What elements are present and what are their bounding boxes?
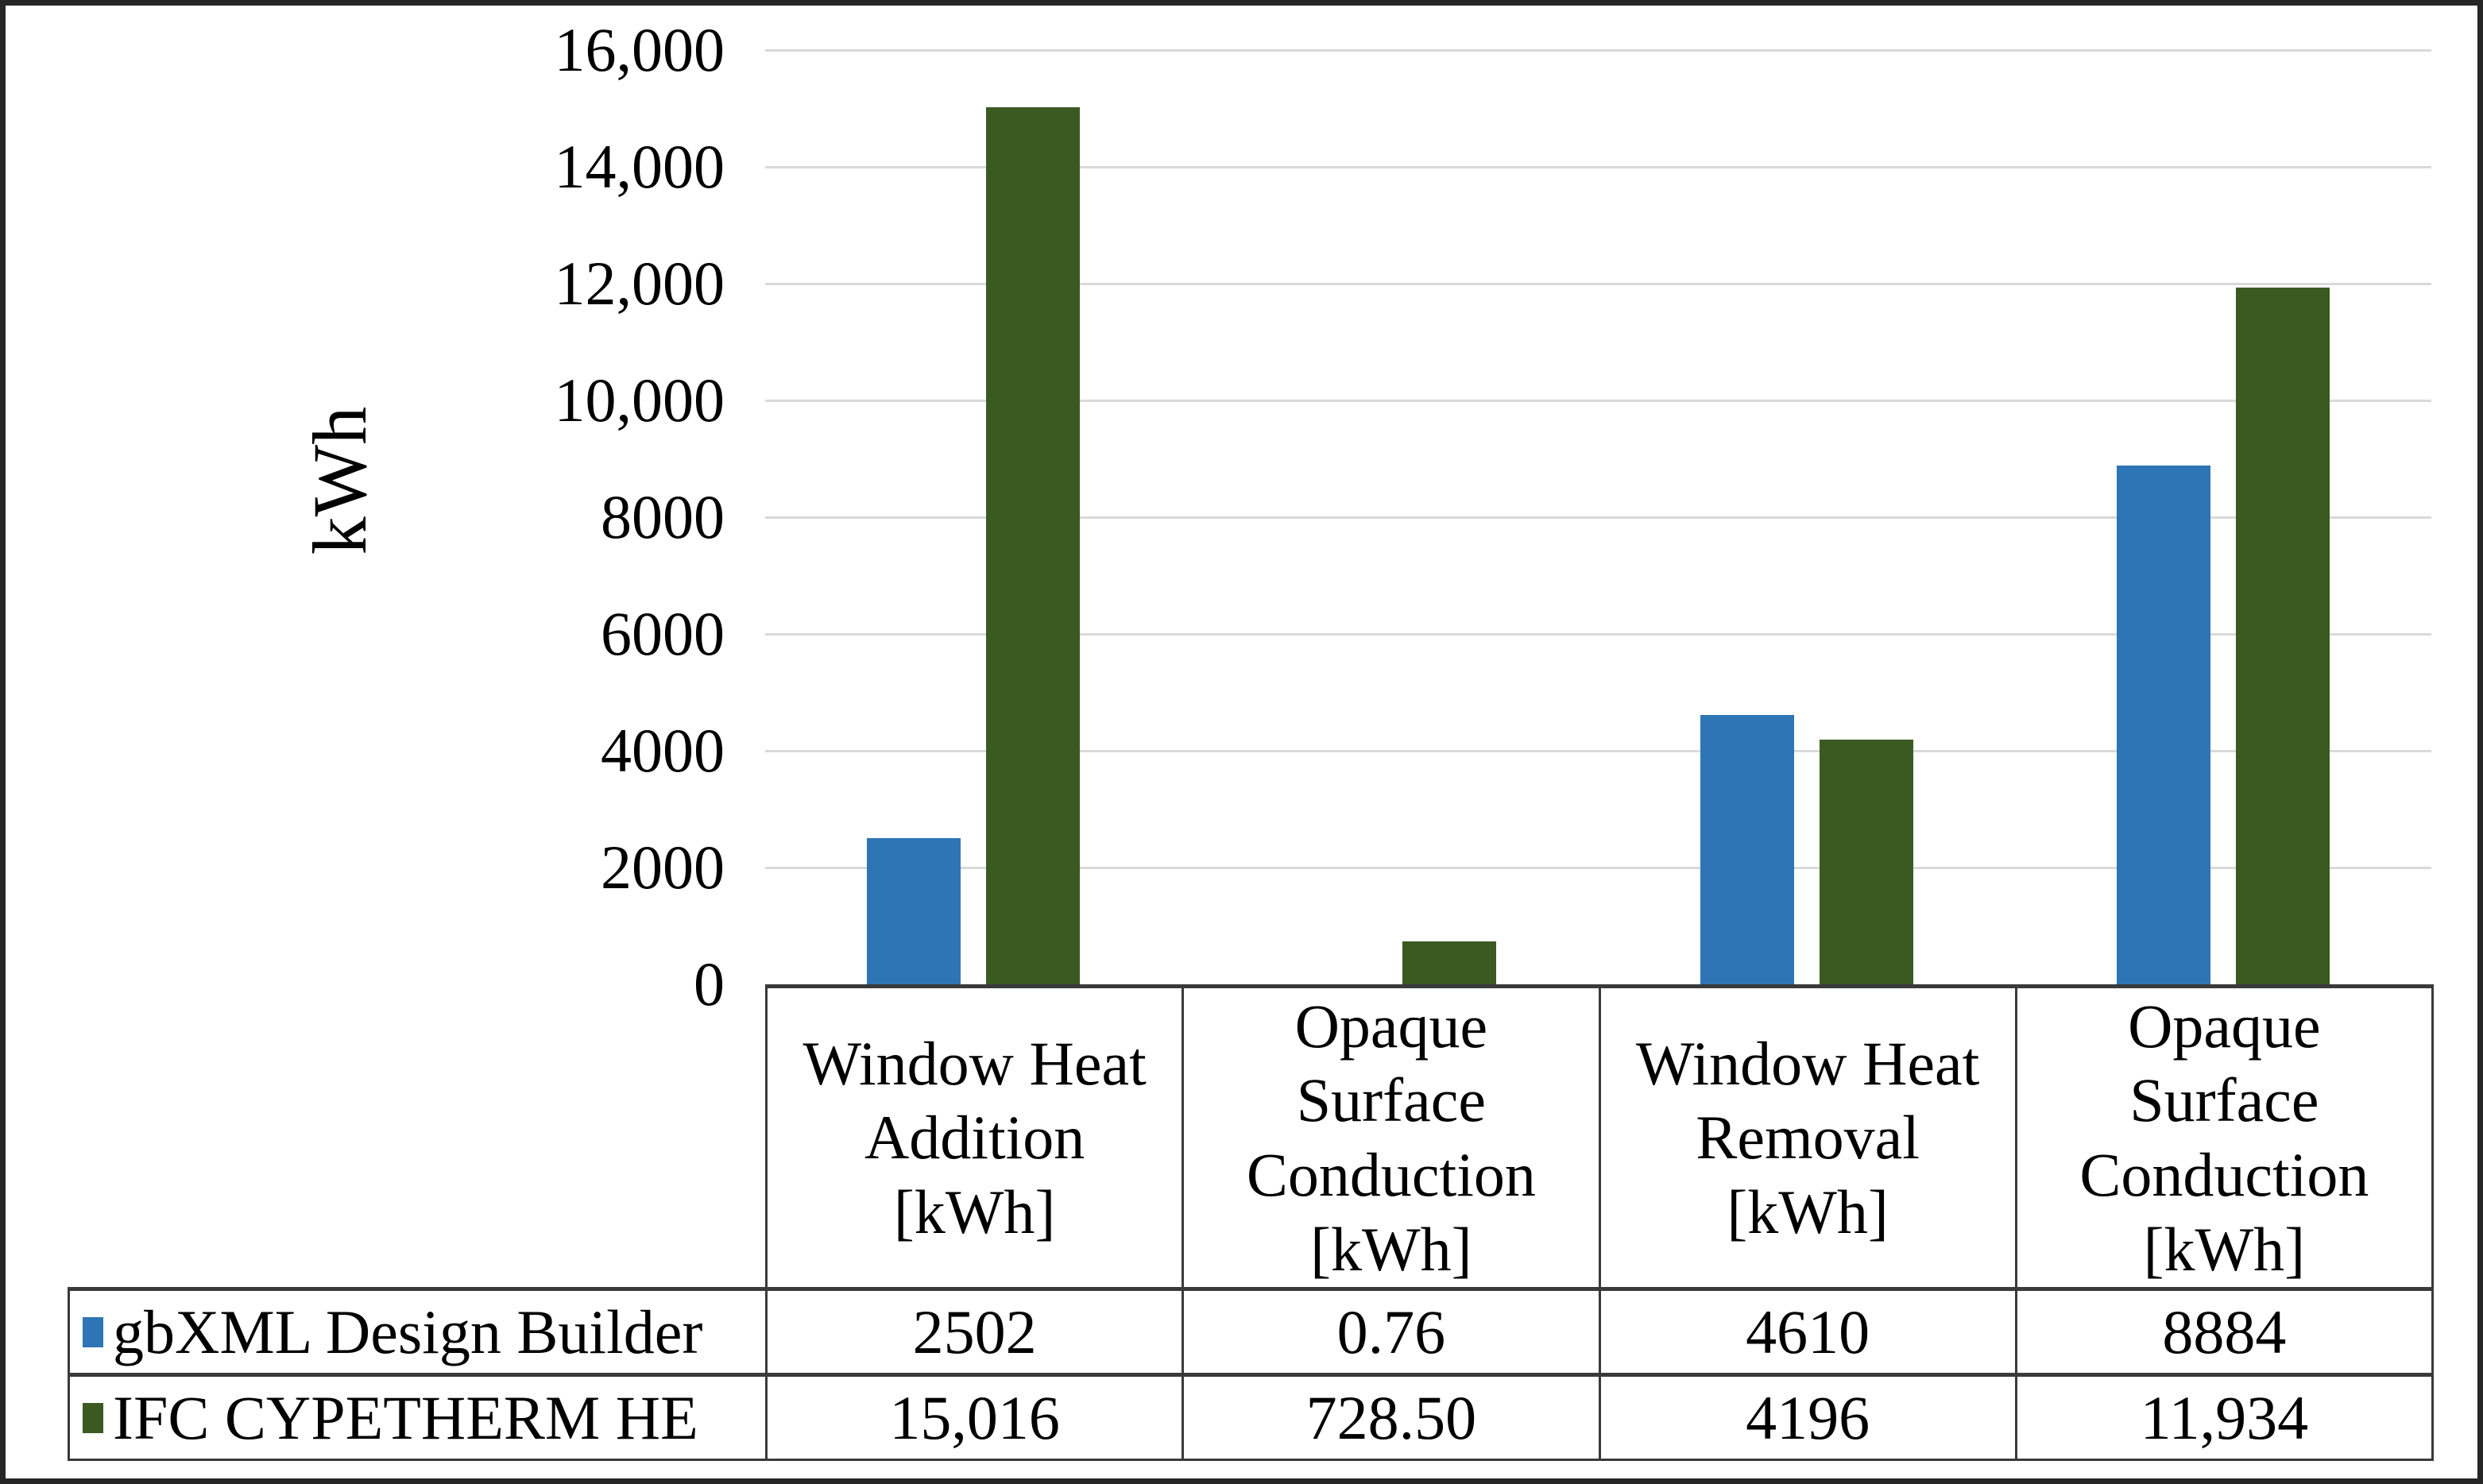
bar-ifc-cypetherm-he-cat3 — [2235, 288, 2330, 984]
gridline — [765, 283, 2431, 285]
value-cell: 4196 — [1598, 1373, 2017, 1461]
value-cell: 8884 — [2014, 1287, 2434, 1375]
category-header-label: Window Heat Removal [kWh] — [1636, 1028, 1980, 1246]
legend-label: gbXML Design Builder — [113, 1297, 703, 1366]
y-tick-label: 2000 — [601, 833, 725, 902]
legend-cell: IFC CYPETHERM HE — [68, 1373, 768, 1461]
gridline — [765, 516, 2431, 519]
category-header-cell: Window Heat Removal [kWh] — [1598, 984, 2017, 1289]
category-header-label: Opaque Surface Conduction [kWh] — [2079, 991, 2369, 1284]
legend-label: IFC CYPETHERM HE — [113, 1382, 698, 1452]
y-tick-label: 6000 — [601, 599, 725, 668]
gridline — [765, 750, 2431, 752]
category-header-cell: Opaque Surface Conduction [kWh] — [1182, 984, 1601, 1289]
bar-gbxml-design-builder-cat2 — [1700, 715, 1794, 984]
legend-cell: gbXML Design Builder — [68, 1287, 768, 1375]
bar-ifc-cypetherm-he-cat0 — [986, 107, 1081, 984]
value-cell: 728.50 — [1182, 1373, 1601, 1461]
gridline — [765, 49, 2431, 52]
y-tick-label: 12,000 — [554, 249, 725, 318]
bar-ifc-cypetherm-he-cat1 — [1402, 941, 1497, 984]
category-header-label: Window Heat Addition [kWh] — [803, 1028, 1147, 1246]
value-cell: 0.76 — [1182, 1287, 1601, 1375]
y-axis-title: kWh — [297, 406, 382, 555]
y-tick-label: 0 — [694, 949, 725, 1018]
legend-swatch-blue — [83, 1316, 103, 1347]
gridline — [765, 867, 2431, 869]
legend-swatch-green — [83, 1402, 103, 1433]
value-cell: 11,934 — [2014, 1373, 2434, 1461]
category-header-label: Opaque Surface Conduction [kWh] — [1246, 991, 1536, 1284]
bar-gbxml-design-builder-cat0 — [867, 838, 961, 984]
y-tick-label: 16,000 — [554, 15, 725, 84]
category-header-cell: Window Heat Addition [kWh] — [765, 984, 1185, 1289]
gridline — [765, 166, 2431, 168]
gridline — [765, 633, 2431, 636]
bar-gbxml-design-builder-cat3 — [2116, 466, 2210, 984]
value-cell: 4610 — [1598, 1287, 2017, 1375]
y-tick-label: 4000 — [601, 716, 725, 785]
value-cell: 2502 — [765, 1287, 1185, 1375]
gridline — [765, 400, 2431, 402]
bar-ifc-cypetherm-he-cat2 — [1819, 740, 1913, 984]
category-header-cell: Opaque Surface Conduction [kWh] — [2014, 984, 2434, 1289]
y-tick-label: 14,000 — [554, 132, 725, 201]
y-tick-label: 10,000 — [554, 365, 725, 435]
value-cell: 15,016 — [765, 1373, 1185, 1461]
y-tick-label: 8000 — [601, 482, 725, 551]
